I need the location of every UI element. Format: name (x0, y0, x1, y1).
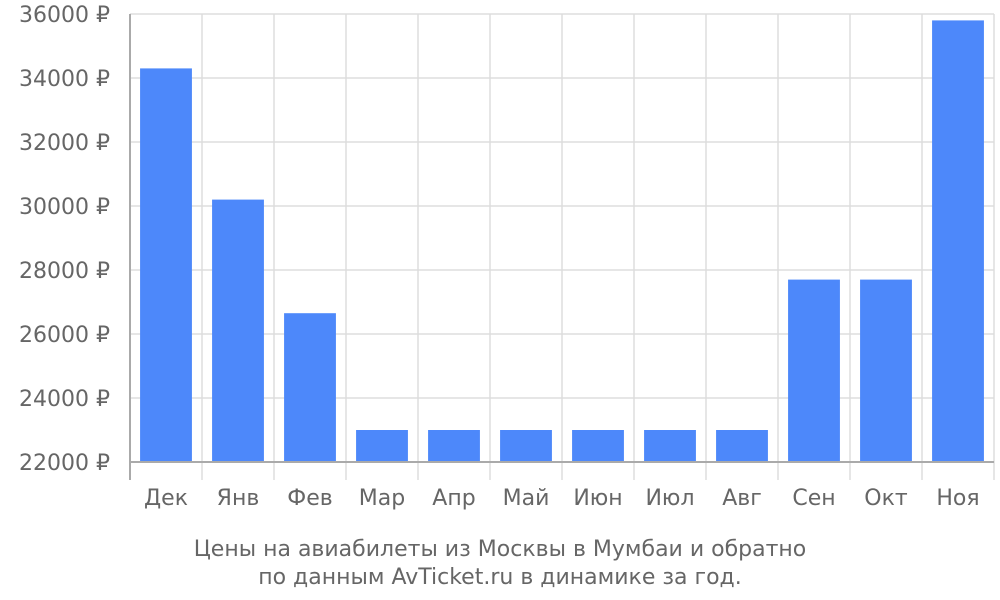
x-tick-label: Ноя (936, 486, 979, 511)
x-tick-label: Апр (432, 486, 475, 511)
y-tick-labels: 22000 ₽ 24000 ₽ 26000 ₽ 28000 ₽ 30000 ₽ 32000… (19, 3, 110, 476)
bar-11 (860, 279, 912, 462)
bar-1 (140, 68, 192, 463)
x-tick-label: Авг (722, 486, 762, 511)
x-tick-label: Янв (217, 486, 260, 511)
y-tick-label: 24000 ₽ (19, 387, 110, 412)
axes (129, 14, 994, 480)
bar-3 (284, 313, 336, 462)
bar-9 (716, 430, 768, 462)
bar-6 (500, 430, 552, 462)
y-tick-label: 36000 ₽ (19, 3, 110, 28)
x-tick-label: Июл (645, 486, 694, 511)
caption-line-1: Цены на авиабилеты из Москвы в Мумбаи и … (194, 537, 807, 562)
x-tick-label: Фев (287, 486, 332, 511)
y-tick-label: 22000 ₽ (19, 451, 110, 476)
bar-2 (212, 199, 264, 462)
x-tick-label: Май (503, 486, 550, 511)
grid-lines (129, 13, 995, 480)
y-tick-label: 32000 ₽ (19, 131, 110, 156)
bar-10 (788, 279, 840, 462)
x-tick-label: Июн (573, 486, 622, 511)
y-tick-label: 26000 ₽ (19, 323, 110, 348)
bars (140, 20, 984, 463)
bar-8 (644, 430, 696, 462)
x-tick-label: Дек (144, 486, 188, 511)
x-tick-label: Сен (792, 486, 835, 511)
y-tick-label: 34000 ₽ (19, 67, 110, 92)
bar-5 (428, 430, 480, 462)
x-tick-labels: Дек Янв Фев Мар Апр Май Июн Июл Авг Сен Окт Ноя (144, 486, 980, 511)
bar-7 (572, 430, 624, 462)
bar-12 (932, 20, 984, 463)
bar-4 (356, 430, 408, 462)
chart-caption: Цены на авиабилеты из Москвы в Мумбаи и … (194, 537, 807, 590)
y-tick-label: 30000 ₽ (19, 195, 110, 220)
y-tick-label: 28000 ₽ (19, 259, 110, 284)
x-tick-label: Окт (864, 486, 908, 511)
caption-line-2: по данным AvTicket.ru в динамике за год. (258, 565, 742, 590)
x-tick-label: Мар (359, 486, 405, 511)
